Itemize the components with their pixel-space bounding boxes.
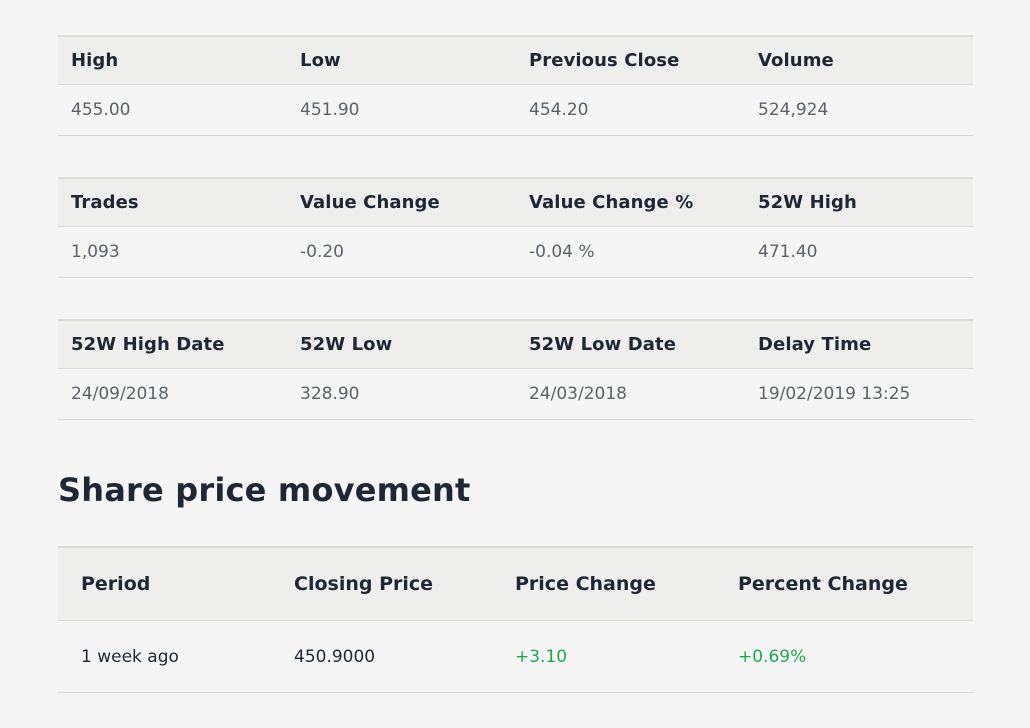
value-52w-low-date: 24/03/2018: [529, 384, 627, 404]
stats-table-3: 52W High Date 52W Low 52W Low Date Delay…: [58, 319, 973, 420]
value-high: 455.00: [71, 100, 131, 120]
header-closing-price: Closing Price: [294, 573, 434, 595]
header-value-change-percent: Value Change %: [529, 192, 694, 213]
header-volume: Volume: [758, 50, 834, 71]
header-low: Low: [300, 50, 341, 71]
header-52w-low-date: 52W Low Date: [529, 334, 677, 355]
table-row: 1 week ago 450.9000 +3.10 +0.69%: [58, 621, 973, 693]
value-52w-high: 471.40: [758, 242, 818, 262]
header-period: Period: [81, 573, 151, 595]
movement-header-row: Period Closing Price Price Change Percen…: [58, 546, 973, 621]
header-52w-high-date: 52W High Date: [71, 334, 225, 355]
cell-closing-price: 450.9000: [294, 646, 376, 667]
stats-value-row: 24/09/2018 328.90 24/03/2018 19/02/2019 …: [58, 369, 973, 420]
stats-header-row: Trades Value Change Value Change % 52W H…: [58, 177, 973, 227]
cell-price-change: +3.10: [515, 646, 568, 667]
quote-details: High Low Previous Close Volume 455.00 45…: [58, 35, 973, 693]
header-high: High: [71, 50, 119, 71]
section-title-share-price-movement: Share price movement: [58, 471, 471, 509]
header-previous-close: Previous Close: [529, 50, 680, 71]
header-52w-high: 52W High: [758, 192, 857, 213]
stats-value-row: 455.00 451.90 454.20 524,924: [58, 85, 973, 136]
stats-header-row: 52W High Date 52W Low 52W Low Date Delay…: [58, 319, 973, 369]
value-trades: 1,093: [71, 242, 120, 262]
header-value-change: Value Change: [300, 192, 440, 213]
value-value-change-percent: -0.04 %: [529, 242, 595, 262]
value-52w-low: 328.90: [300, 384, 360, 404]
value-low: 451.90: [300, 100, 360, 120]
header-delay-time: Delay Time: [758, 334, 872, 355]
stats-value-row: 1,093 -0.20 -0.04 % 471.40: [58, 227, 973, 278]
stats-table-2: Trades Value Change Value Change % 52W H…: [58, 177, 973, 278]
cell-period: 1 week ago: [81, 646, 179, 667]
header-percent-change: Percent Change: [738, 573, 908, 595]
cell-percent-change: +0.69%: [738, 646, 807, 667]
value-delay-time: 19/02/2019 13:25: [758, 384, 911, 404]
value-previous-close: 454.20: [529, 100, 589, 120]
header-price-change: Price Change: [515, 573, 656, 595]
share-price-movement-table: Period Closing Price Price Change Percen…: [58, 546, 973, 693]
value-value-change: -0.20: [300, 242, 344, 262]
stats-table-1: High Low Previous Close Volume 455.00 45…: [58, 35, 973, 136]
stats-header-row: High Low Previous Close Volume: [58, 35, 973, 85]
header-trades: Trades: [71, 192, 139, 213]
value-52w-high-date: 24/09/2018: [71, 384, 169, 404]
header-52w-low: 52W Low: [300, 334, 393, 355]
value-volume: 524,924: [758, 100, 829, 120]
